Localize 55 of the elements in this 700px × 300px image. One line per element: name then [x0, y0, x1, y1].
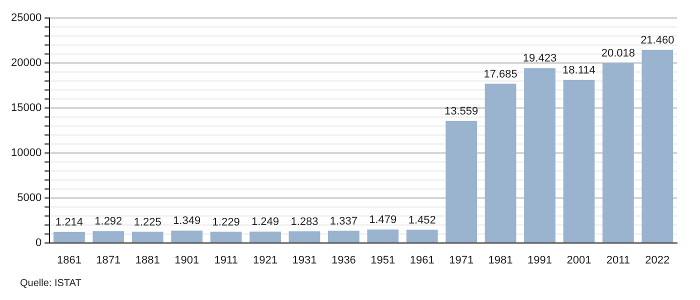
y-tick-label: 15000 [10, 102, 42, 114]
x-tick-label: 1971 [449, 254, 474, 266]
x-tick-label: 1901 [174, 254, 200, 266]
x-tick-label: 1931 [292, 254, 317, 266]
x-tick-label: 1881 [135, 254, 160, 266]
data-label: 13.559 [444, 105, 478, 118]
x-tick-label: 1911 [214, 254, 238, 266]
y-tick-label: 25000 [10, 12, 42, 24]
x-tick-label: 1991 [528, 254, 552, 266]
x-tick-label: 2001 [566, 254, 592, 266]
data-label: 1.225 [134, 216, 162, 228]
data-label: 21.460 [640, 34, 674, 46]
bar [367, 230, 399, 242]
x-tick-label: 2022 [645, 254, 670, 266]
source-note: Quelle: ISTAT [20, 278, 82, 289]
x-tick-label: 1936 [331, 254, 356, 266]
x-tick-label: 1961 [410, 254, 434, 266]
x-tick-label: 1871 [96, 254, 121, 266]
bar [406, 230, 438, 242]
bar [642, 50, 674, 242]
x-tick-label: 1951 [370, 254, 396, 266]
y-tick-label: 5000 [17, 192, 42, 204]
data-label: 1.337 [330, 215, 358, 228]
data-label: 1.283 [290, 216, 318, 228]
bar [92, 231, 124, 242]
data-label: 1.479 [369, 214, 397, 226]
bar [484, 84, 516, 242]
y-tick-label: 10000 [10, 146, 42, 159]
bar [524, 68, 556, 242]
bar [328, 230, 360, 242]
data-label: 1.292 [94, 216, 122, 228]
bar [171, 230, 203, 242]
y-tick-label: 20000 [10, 56, 42, 69]
data-label: 1.349 [173, 215, 201, 228]
bar [250, 232, 281, 242]
data-label: 17.685 [484, 68, 518, 80]
bar [288, 231, 320, 242]
x-tick-label: 1981 [488, 254, 513, 266]
bar [602, 62, 634, 242]
data-label: 1.229 [212, 216, 240, 228]
x-tick-label: 1921 [253, 254, 278, 266]
data-label: 20.018 [601, 47, 636, 60]
data-label: 18.114 [562, 64, 596, 76]
bar [563, 80, 595, 242]
x-tick-label: 2011 [606, 254, 630, 266]
bar [210, 232, 242, 242]
bar [446, 120, 478, 242]
y-tick-label: 0 [35, 236, 42, 249]
x-tick-label: 1861 [56, 254, 82, 266]
data-label: 1.452 [408, 214, 436, 226]
data-label: 19.423 [522, 52, 557, 65]
bar [132, 232, 164, 242]
data-label: 1.214 [55, 216, 83, 228]
data-label: 1.249 [251, 216, 280, 228]
bar [54, 232, 85, 242]
